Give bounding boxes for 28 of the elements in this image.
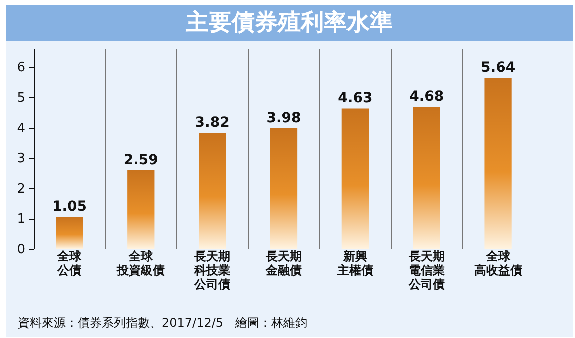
data-label: 1.05 (52, 199, 87, 216)
bar (270, 128, 298, 249)
x-tick-label: 新興主權債 (336, 250, 374, 278)
bar (484, 78, 512, 249)
chart-title: 主要債券殖利率水準 (6, 5, 573, 41)
data-label: 4.68 (410, 89, 444, 106)
y-tick-label: 4 (17, 121, 26, 136)
y-tick-label: 5 (17, 90, 26, 106)
source-note: 資料來源：債券系列指數、2017/12/5 繪圖：林維鈞 (18, 315, 308, 332)
data-label: 2.59 (124, 152, 158, 169)
y-tick-label: 0 (17, 242, 26, 258)
bar (342, 108, 369, 249)
bar (199, 133, 226, 249)
y-tick-label: 6 (17, 60, 26, 76)
data-label: 3.98 (266, 110, 302, 126)
y-tick-label: 2 (17, 182, 26, 197)
bar (413, 107, 440, 249)
bar (128, 170, 155, 249)
data-label: 3.82 (195, 115, 230, 132)
bar (56, 217, 84, 249)
y-tick-label: 1 (17, 212, 26, 228)
data-label: 4.63 (338, 90, 373, 107)
x-tick-label: 長天期金融債 (265, 250, 302, 278)
x-tick-label: 全球高收益債 (474, 250, 522, 278)
y-tick-label: 3 (17, 152, 26, 167)
data-label: 5.64 (481, 60, 516, 76)
x-tick-label: 全球公債 (56, 250, 83, 278)
x-tick-label: 全球投資級債 (116, 250, 166, 278)
